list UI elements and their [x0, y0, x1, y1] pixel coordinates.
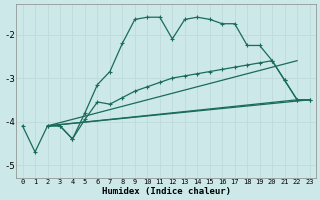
X-axis label: Humidex (Indice chaleur): Humidex (Indice chaleur) [101, 187, 231, 196]
